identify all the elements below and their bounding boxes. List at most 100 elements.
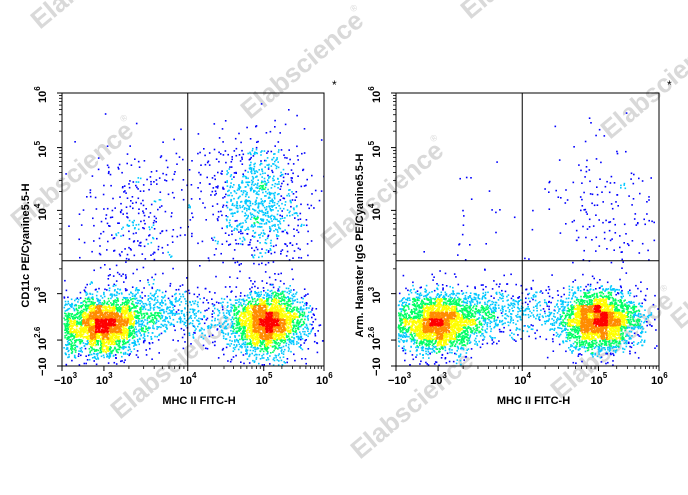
event-dot <box>226 170 228 172</box>
event-dot <box>287 312 289 314</box>
event-dot <box>92 305 94 307</box>
event-dot <box>83 342 85 344</box>
event-dot <box>243 312 245 314</box>
event-dot <box>265 303 267 305</box>
event-dot <box>271 187 273 189</box>
event-dot <box>250 342 252 344</box>
event-dot <box>122 187 124 189</box>
event-dot <box>230 319 232 321</box>
event-dot <box>113 250 115 252</box>
event-dot <box>272 346 274 348</box>
event-dot <box>290 289 292 291</box>
event-dot <box>91 345 93 347</box>
event-dot <box>240 229 242 231</box>
event-dot <box>144 295 146 297</box>
event-dot <box>207 348 209 350</box>
event-dot <box>239 318 241 320</box>
event-dot <box>124 324 126 326</box>
event-dot <box>199 182 201 184</box>
event-dot <box>291 269 293 271</box>
event-dot <box>118 232 120 234</box>
event-dot <box>96 350 98 352</box>
event-dot <box>113 238 115 240</box>
event-dot <box>218 302 220 304</box>
event-dot <box>241 347 243 349</box>
event-dot <box>302 316 304 318</box>
event-dot <box>215 276 217 278</box>
event-dot <box>288 339 290 341</box>
event-dot <box>131 333 133 335</box>
event-dot <box>295 212 297 214</box>
event-dot <box>288 288 290 290</box>
event-dot <box>197 306 199 308</box>
event-dot <box>272 336 274 338</box>
event-dot <box>219 322 221 324</box>
event-dot <box>126 324 128 326</box>
event-dot <box>263 290 265 292</box>
event-dot <box>76 326 78 328</box>
event-dot <box>105 352 107 354</box>
event-dot <box>183 329 185 331</box>
event-dot <box>260 185 262 187</box>
event-dot <box>189 334 191 336</box>
event-dot <box>254 163 256 165</box>
event-dot <box>265 195 267 197</box>
event-dot <box>109 352 111 354</box>
event-dot <box>66 290 68 292</box>
event-dot <box>79 334 81 336</box>
event-dot <box>259 226 261 228</box>
event-dot <box>258 202 260 204</box>
event-dot <box>103 208 105 210</box>
event-dot <box>241 191 243 193</box>
event-dot <box>110 351 112 353</box>
event-dot <box>238 306 240 308</box>
event-dot <box>162 273 164 275</box>
event-dot <box>176 163 178 165</box>
event-dot <box>215 240 217 242</box>
event-dot <box>300 336 302 338</box>
event-dot <box>149 284 151 286</box>
event-dot <box>284 334 286 336</box>
event-dot <box>230 192 232 194</box>
event-dot <box>249 152 251 154</box>
event-dot <box>118 168 120 170</box>
event-dot <box>297 311 299 313</box>
event-dot <box>263 297 265 299</box>
event-dot <box>125 192 127 194</box>
event-dot <box>293 330 295 332</box>
event-dot <box>260 154 262 156</box>
event-dot <box>127 197 129 199</box>
event-dot <box>227 225 229 227</box>
event-dot <box>235 302 237 304</box>
event-dot <box>243 175 245 177</box>
event-dot <box>288 163 290 165</box>
event-dot <box>156 179 158 181</box>
event-dot <box>268 294 270 296</box>
event-dot <box>245 304 247 306</box>
event-dot <box>239 323 241 325</box>
event-dot <box>78 305 80 307</box>
event-dot <box>292 300 294 302</box>
event-dot <box>231 156 233 158</box>
event-dot <box>199 330 201 332</box>
event-dot <box>311 329 313 331</box>
event-dot <box>157 306 159 308</box>
event-dot <box>249 335 251 337</box>
event-dot <box>252 299 254 301</box>
event-dot <box>128 247 130 249</box>
event-dot <box>113 344 115 346</box>
event-dot <box>95 289 97 291</box>
event-dot <box>306 302 308 304</box>
event-dot <box>126 213 128 215</box>
event-dot <box>89 359 91 361</box>
event-dot <box>120 334 122 336</box>
event-dot <box>294 360 296 362</box>
event-dot <box>290 351 292 353</box>
event-dot <box>301 297 303 299</box>
event-dot <box>115 233 117 235</box>
event-dot <box>294 217 296 219</box>
event-dot <box>293 193 295 195</box>
event-dot <box>215 186 217 188</box>
event-dot <box>241 157 243 159</box>
event-dot <box>286 336 288 338</box>
